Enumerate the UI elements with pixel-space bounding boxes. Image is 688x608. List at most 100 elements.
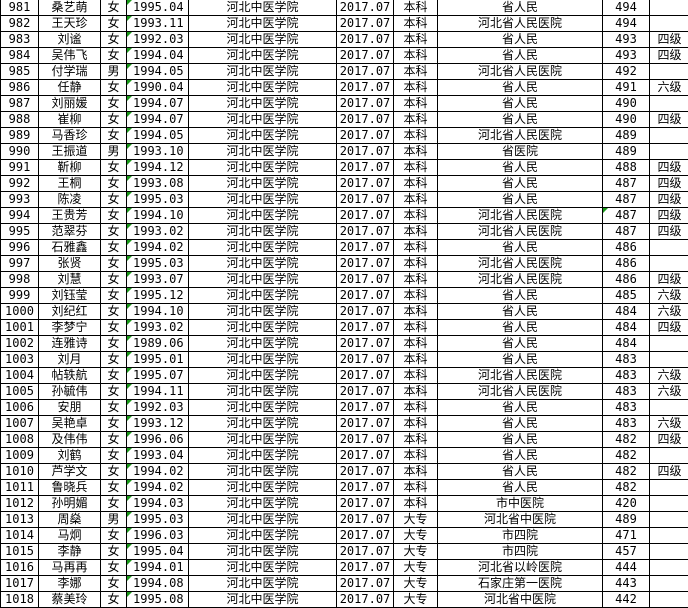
- birth-date-cell[interactable]: 1993.11: [127, 16, 189, 32]
- score-cell[interactable]: 482: [603, 480, 650, 496]
- graduation-date-cell[interactable]: 2017.07: [337, 384, 394, 400]
- birth-date-cell[interactable]: 1993.04: [127, 448, 189, 464]
- row-number-cell[interactable]: 1018: [1, 592, 39, 608]
- graduation-date-cell[interactable]: 2017.07: [337, 448, 394, 464]
- gender-cell[interactable]: 女: [101, 128, 127, 144]
- name-cell[interactable]: 安朋: [39, 400, 101, 416]
- graduation-date-cell[interactable]: 2017.07: [337, 96, 394, 112]
- degree-cell[interactable]: 本科: [394, 272, 438, 288]
- degree-cell[interactable]: 本科: [394, 64, 438, 80]
- hospital-cell[interactable]: 省人民: [438, 96, 603, 112]
- school-cell[interactable]: 河北中医学院: [189, 32, 337, 48]
- degree-cell[interactable]: 本科: [394, 416, 438, 432]
- hospital-cell[interactable]: 省人民: [438, 80, 603, 96]
- degree-cell[interactable]: 大专: [394, 512, 438, 528]
- english-level-cell[interactable]: 四级: [650, 208, 688, 224]
- row-number-cell[interactable]: 984: [1, 48, 39, 64]
- name-cell[interactable]: 石雅鑫: [39, 240, 101, 256]
- hospital-cell[interactable]: 河北省人民医院: [438, 272, 603, 288]
- school-cell[interactable]: 河北中医学院: [189, 64, 337, 80]
- row-number-cell[interactable]: 999: [1, 288, 39, 304]
- gender-cell[interactable]: 女: [101, 240, 127, 256]
- hospital-cell[interactable]: 河北省人民医院: [438, 64, 603, 80]
- row-number-cell[interactable]: 1005: [1, 384, 39, 400]
- hospital-cell[interactable]: 省人民: [438, 176, 603, 192]
- graduation-date-cell[interactable]: 2017.07: [337, 416, 394, 432]
- degree-cell[interactable]: 本科: [394, 368, 438, 384]
- degree-cell[interactable]: 本科: [394, 48, 438, 64]
- score-cell[interactable]: 494: [603, 16, 650, 32]
- gender-cell[interactable]: 女: [101, 32, 127, 48]
- graduation-date-cell[interactable]: 2017.07: [337, 128, 394, 144]
- birth-date-cell[interactable]: 1995.04: [127, 544, 189, 560]
- row-number-cell[interactable]: 997: [1, 256, 39, 272]
- school-cell[interactable]: 河北中医学院: [189, 336, 337, 352]
- gender-cell[interactable]: 女: [101, 352, 127, 368]
- score-cell[interactable]: 486: [603, 240, 650, 256]
- score-cell[interactable]: 487: [603, 176, 650, 192]
- gender-cell[interactable]: 女: [101, 592, 127, 608]
- row-number-cell[interactable]: 995: [1, 224, 39, 240]
- school-cell[interactable]: 河北中医学院: [189, 224, 337, 240]
- english-level-cell[interactable]: 四级: [650, 224, 688, 240]
- gender-cell[interactable]: 女: [101, 480, 127, 496]
- hospital-cell[interactable]: 省人民: [438, 320, 603, 336]
- degree-cell[interactable]: 本科: [394, 0, 438, 16]
- name-cell[interactable]: 刘纪红: [39, 304, 101, 320]
- row-number-cell[interactable]: 1011: [1, 480, 39, 496]
- name-cell[interactable]: 刘钰莹: [39, 288, 101, 304]
- graduation-date-cell[interactable]: 2017.07: [337, 112, 394, 128]
- english-level-cell[interactable]: [650, 528, 688, 544]
- english-level-cell[interactable]: [650, 512, 688, 528]
- birth-date-cell[interactable]: 1992.03: [127, 32, 189, 48]
- degree-cell[interactable]: 本科: [394, 496, 438, 512]
- name-cell[interactable]: 李静: [39, 544, 101, 560]
- school-cell[interactable]: 河北中医学院: [189, 416, 337, 432]
- school-cell[interactable]: 河北中医学院: [189, 112, 337, 128]
- hospital-cell[interactable]: 河北省人民医院: [438, 384, 603, 400]
- school-cell[interactable]: 河北中医学院: [189, 144, 337, 160]
- hospital-cell[interactable]: 省人民: [438, 304, 603, 320]
- gender-cell[interactable]: 女: [101, 544, 127, 560]
- gender-cell[interactable]: 女: [101, 192, 127, 208]
- row-number-cell[interactable]: 991: [1, 160, 39, 176]
- hospital-cell[interactable]: 河北省中医院: [438, 592, 603, 608]
- school-cell[interactable]: 河北中医学院: [189, 96, 337, 112]
- birth-date-cell[interactable]: 1996.03: [127, 528, 189, 544]
- birth-date-cell[interactable]: 1994.10: [127, 208, 189, 224]
- birth-date-cell[interactable]: 1994.04: [127, 48, 189, 64]
- degree-cell[interactable]: 本科: [394, 352, 438, 368]
- name-cell[interactable]: 陈凌: [39, 192, 101, 208]
- school-cell[interactable]: 河北中医学院: [189, 464, 337, 480]
- birth-date-cell[interactable]: 1995.08: [127, 592, 189, 608]
- english-level-cell[interactable]: 六级: [650, 368, 688, 384]
- school-cell[interactable]: 河北中医学院: [189, 80, 337, 96]
- graduation-date-cell[interactable]: 2017.07: [337, 0, 394, 16]
- graduation-date-cell[interactable]: 2017.07: [337, 192, 394, 208]
- score-cell[interactable]: 483: [603, 384, 650, 400]
- hospital-cell[interactable]: 河北省人民医院: [438, 368, 603, 384]
- gender-cell[interactable]: 女: [101, 160, 127, 176]
- english-level-cell[interactable]: [650, 592, 688, 608]
- graduation-date-cell[interactable]: 2017.07: [337, 400, 394, 416]
- english-level-cell[interactable]: 四级: [650, 464, 688, 480]
- graduation-date-cell[interactable]: 2017.07: [337, 64, 394, 80]
- row-number-cell[interactable]: 993: [1, 192, 39, 208]
- school-cell[interactable]: 河北中医学院: [189, 176, 337, 192]
- gender-cell[interactable]: 女: [101, 320, 127, 336]
- gender-cell[interactable]: 男: [101, 144, 127, 160]
- row-number-cell[interactable]: 982: [1, 16, 39, 32]
- score-cell[interactable]: 493: [603, 32, 650, 48]
- degree-cell[interactable]: 本科: [394, 80, 438, 96]
- graduation-date-cell[interactable]: 2017.07: [337, 352, 394, 368]
- score-cell[interactable]: 482: [603, 464, 650, 480]
- degree-cell[interactable]: 大专: [394, 544, 438, 560]
- birth-date-cell[interactable]: 1995.03: [127, 192, 189, 208]
- gender-cell[interactable]: 女: [101, 256, 127, 272]
- english-level-cell[interactable]: 六级: [650, 304, 688, 320]
- graduation-date-cell[interactable]: 2017.07: [337, 80, 394, 96]
- name-cell[interactable]: 周燊: [39, 512, 101, 528]
- graduation-date-cell[interactable]: 2017.07: [337, 304, 394, 320]
- gender-cell[interactable]: 女: [101, 560, 127, 576]
- gender-cell[interactable]: 女: [101, 336, 127, 352]
